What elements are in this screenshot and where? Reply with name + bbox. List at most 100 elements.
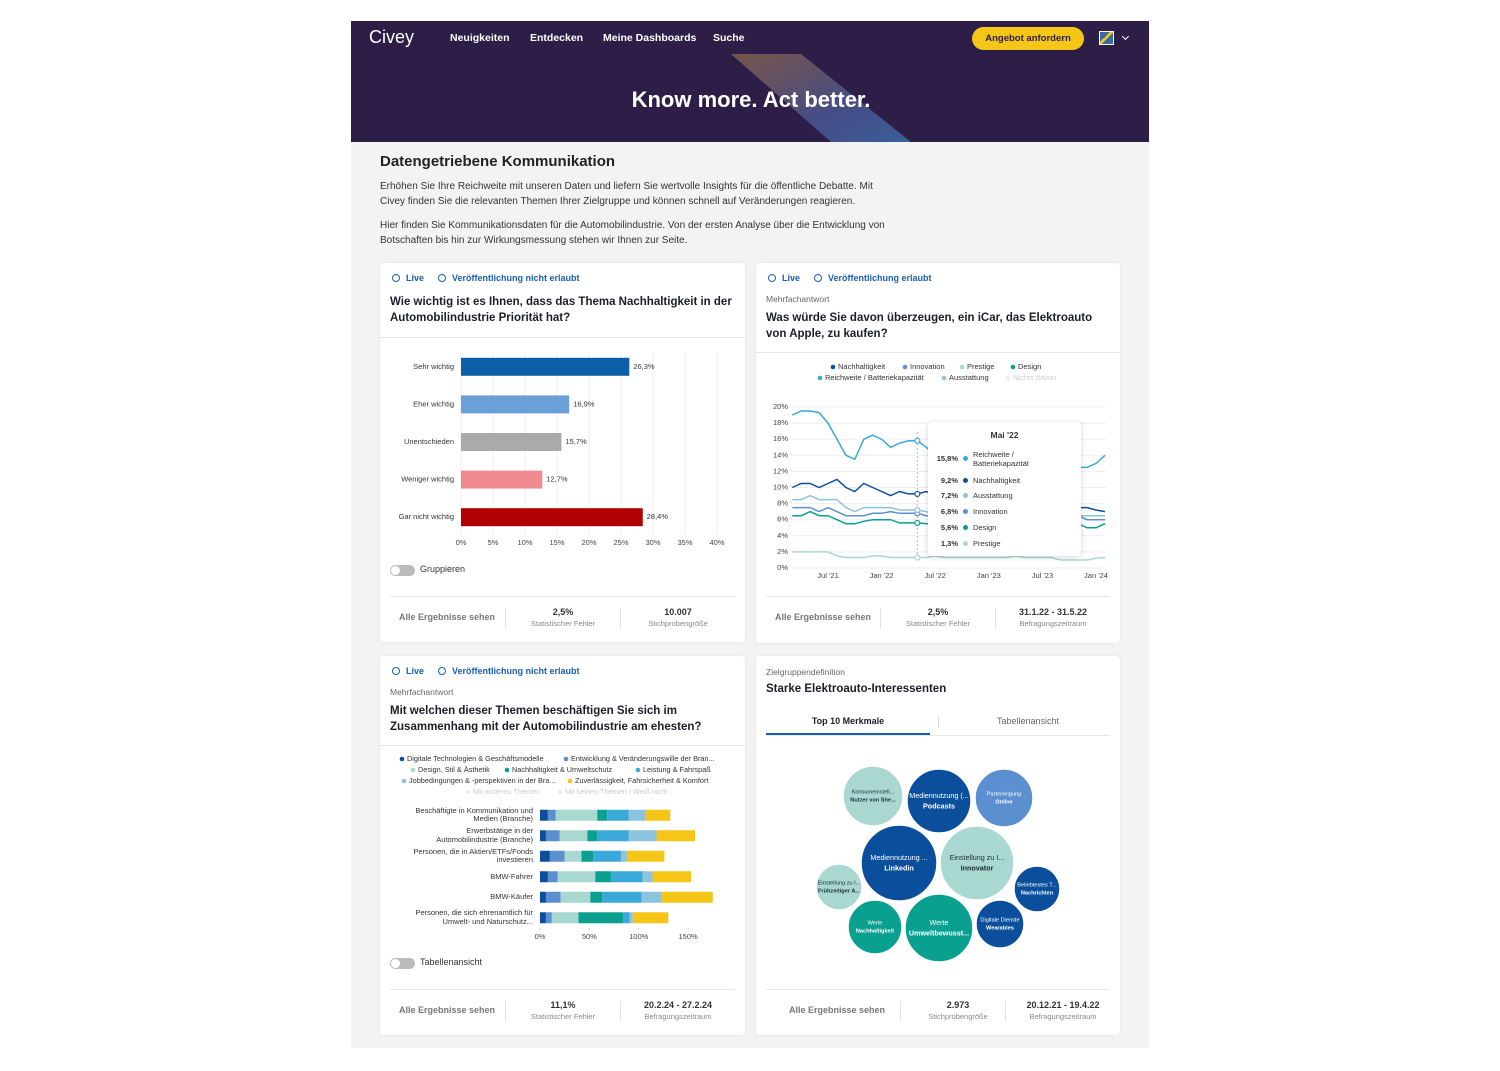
question: Starke Elektroauto-Interessenten bbox=[766, 683, 947, 695]
tooltip-value: 6,8% bbox=[940, 507, 958, 516]
stat-separator bbox=[1005, 1001, 1006, 1021]
divider bbox=[766, 989, 1110, 990]
badge: Live bbox=[782, 273, 801, 283]
stat-label: Statistischer Fehler bbox=[530, 619, 596, 628]
divider bbox=[380, 337, 745, 338]
tooltip-swatch bbox=[963, 509, 968, 514]
nav-link[interactable]: Suche bbox=[713, 32, 745, 44]
category-label: Personen, die sich ehrenamtlich für Umwe… bbox=[415, 908, 533, 926]
tooltip-swatch bbox=[963, 541, 968, 546]
intro-paragraph: Erhöhen Sie Ihre Reichweite mit unseren … bbox=[380, 181, 873, 207]
badge-icon bbox=[438, 274, 446, 282]
badge: Veröffentlichung erlaubt bbox=[828, 273, 932, 283]
stat-value: 31.1.22 - 31.5.22 bbox=[1018, 607, 1088, 617]
logo[interactable]: Civey bbox=[369, 27, 415, 47]
stat-value: 10.007 bbox=[664, 607, 692, 617]
tooltip-value: 7,2% bbox=[940, 491, 958, 500]
tab[interactable]: Top 10 Merkmale bbox=[811, 716, 885, 726]
question: Was würde Sie davon überzeugen, ein iCar… bbox=[766, 312, 1093, 340]
divider bbox=[766, 596, 1110, 597]
toggle-switch[interactable] bbox=[390, 565, 415, 576]
nav-link[interactable]: Meine Dashboards bbox=[603, 32, 697, 44]
cta-button[interactable]: Angebot anfordern bbox=[972, 27, 1084, 50]
tab-rule bbox=[766, 735, 1110, 736]
tooltip-name: Innovation bbox=[973, 507, 1008, 516]
divider bbox=[380, 745, 745, 746]
question: Mit welchen dieser Themen beschäftigen S… bbox=[390, 705, 702, 733]
intro-title: Datengetriebene Kommunikation bbox=[380, 153, 616, 170]
stat-separator bbox=[620, 1001, 621, 1021]
badge: Live bbox=[406, 273, 425, 283]
results-link[interactable]: Alle Ergebnisse sehen bbox=[788, 1005, 886, 1015]
badge: Live bbox=[406, 666, 425, 676]
hero-decoration bbox=[731, 54, 911, 142]
question: Wie wichtig ist es Ihnen, dass das Thema… bbox=[390, 296, 732, 324]
answer-type: Zielgruppendefinition bbox=[766, 667, 845, 677]
badge-icon bbox=[438, 667, 446, 675]
divider bbox=[390, 596, 735, 597]
tooltip-swatch bbox=[963, 493, 968, 498]
category-label: Personen, die in Aktien/ETFs/Fonds inves… bbox=[413, 846, 533, 865]
nav-link[interactable]: Entdecken bbox=[530, 32, 584, 44]
results-link[interactable]: Alle Ergebnisse sehen bbox=[398, 612, 496, 622]
stat-value: 20.12.21 - 19.4.22 bbox=[1026, 1000, 1100, 1010]
stat-label: Befragungszeitraum bbox=[1019, 619, 1087, 628]
stat-label: Stichprobengröße bbox=[928, 1012, 988, 1021]
intro-paragraph: Hier finden Sie Kommunikationsdaten für … bbox=[380, 220, 885, 246]
tooltip-value: 5,6% bbox=[940, 523, 958, 532]
toggle-switch[interactable] bbox=[390, 958, 415, 969]
stat-separator bbox=[505, 608, 506, 628]
stat-separator bbox=[505, 1001, 506, 1021]
card bbox=[380, 656, 745, 1035]
stat-label: Stichprobengröße bbox=[648, 619, 708, 628]
stat-value: 20.2.24 - 27.2.24 bbox=[643, 1000, 713, 1010]
tab[interactable]: Tabellenansicht bbox=[996, 716, 1060, 726]
card bbox=[380, 263, 745, 642]
tooltip-name: Nachhaltigkeit bbox=[973, 476, 1021, 485]
tab-separator bbox=[938, 716, 939, 728]
stat-label: Statistischer Fehler bbox=[905, 619, 971, 628]
category-label: Beschäftigte in Kommunikation und Medien… bbox=[415, 805, 533, 824]
tooltip-value: 1,3% bbox=[940, 539, 958, 548]
divider bbox=[756, 352, 1120, 353]
tab-active-underline bbox=[766, 733, 930, 735]
tooltip-title: Mai '22 bbox=[990, 430, 1019, 440]
stat-separator bbox=[880, 608, 881, 628]
stat-separator bbox=[900, 1001, 901, 1021]
tooltip-value: 15,8% bbox=[936, 454, 958, 463]
tooltip-swatch bbox=[963, 478, 968, 483]
tooltip-swatch bbox=[963, 525, 968, 530]
tooltip-swatch bbox=[963, 456, 968, 461]
stat-value: 2,5% bbox=[552, 607, 574, 617]
stat-label: Befragungszeitraum bbox=[1029, 1012, 1097, 1021]
category-label: BMW-Fahrer bbox=[490, 871, 533, 881]
badge-icon bbox=[392, 274, 400, 282]
tooltip-name: Design bbox=[973, 523, 997, 532]
stat-value: 2,5% bbox=[927, 607, 949, 617]
category-label: Erwerbstätige in der Automobilindustrie … bbox=[436, 826, 533, 844]
toggle-label[interactable]: Tabellenansicht bbox=[420, 957, 483, 967]
stat-separator bbox=[995, 608, 996, 628]
stat-value: 11,1% bbox=[550, 1000, 576, 1010]
hero-streak bbox=[731, 54, 911, 142]
results-link[interactable]: Alle Ergebnisse sehen bbox=[398, 1005, 496, 1015]
results-link[interactable]: Alle Ergebnisse sehen bbox=[774, 612, 872, 622]
tooltip-name: Reichweite / Batteriekapazität bbox=[973, 450, 1029, 468]
badge-icon bbox=[768, 274, 776, 282]
toggle-label[interactable]: Gruppieren bbox=[420, 564, 466, 574]
tooltip-value: 9,2% bbox=[940, 476, 958, 485]
stat-value: 2.973 bbox=[946, 1000, 970, 1010]
category-label: BMW-Käufer bbox=[490, 892, 533, 901]
tooltip-name: Prestige bbox=[973, 539, 1001, 548]
stat-label: Befragungszeitraum bbox=[644, 1012, 712, 1021]
tooltip-name: Ausstattung bbox=[973, 491, 1013, 500]
language-flag[interactable] bbox=[1099, 31, 1114, 45]
nav-link[interactable]: Neuigkeiten bbox=[450, 32, 510, 44]
hero-title: Know more. Act better. bbox=[631, 87, 871, 112]
card bbox=[756, 656, 1120, 1035]
badge: Veröffentlichung nicht erlaubt bbox=[452, 273, 580, 283]
badge-icon bbox=[814, 274, 822, 282]
chart-tooltip: Mai '22 15,8% Reichweite / Batteriekapazit… bbox=[928, 422, 1081, 556]
